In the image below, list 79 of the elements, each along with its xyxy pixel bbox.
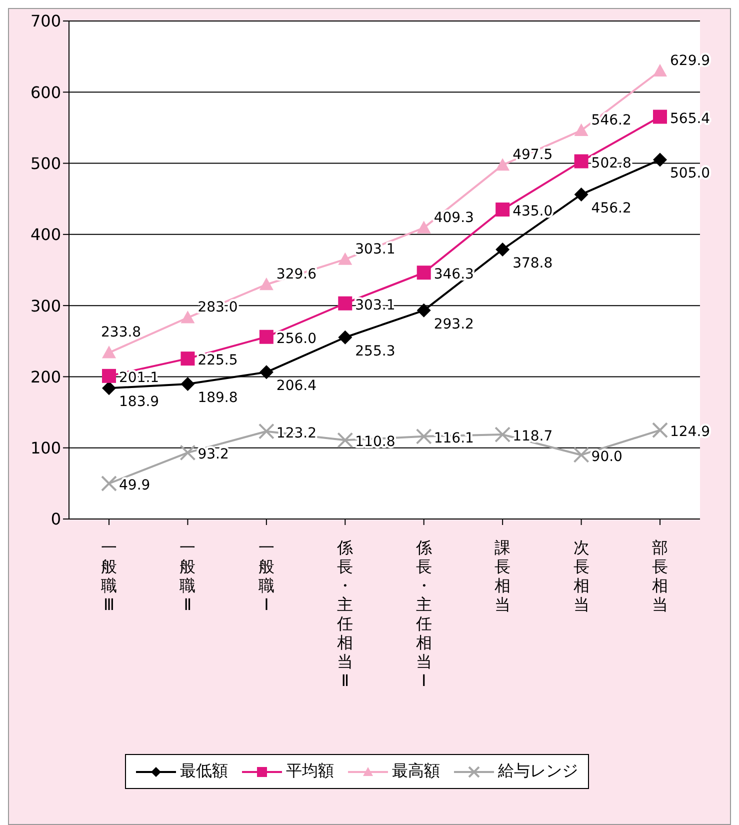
point <box>494 426 511 443</box>
point <box>416 220 431 234</box>
point <box>102 368 116 383</box>
point <box>180 444 196 461</box>
x-tick-label: 部長相当 <box>652 538 668 614</box>
point <box>653 64 667 76</box>
point <box>573 446 590 463</box>
data-label: 225.5 <box>198 352 238 369</box>
point <box>416 303 431 318</box>
y-tick-label: 100 <box>30 438 61 458</box>
point <box>574 154 588 168</box>
point <box>416 266 431 280</box>
point <box>259 365 274 380</box>
data-label: 255.3 <box>355 343 396 360</box>
y-tick-label: 300 <box>30 296 61 316</box>
x-tick-label: 一般職Ⅰ <box>258 538 274 614</box>
x-tick-label: 係長・主任相当Ⅱ <box>336 538 354 690</box>
data-label: 256.0 <box>276 330 317 347</box>
point <box>101 476 117 492</box>
point <box>574 187 588 202</box>
point <box>574 123 588 136</box>
point <box>102 381 116 396</box>
point <box>258 423 274 440</box>
point <box>337 432 354 448</box>
data-label: 497.5 <box>512 147 553 164</box>
point <box>496 158 510 171</box>
point <box>180 352 195 366</box>
legend-label: 給与レンジ <box>497 761 578 782</box>
data-label: 183.9 <box>119 394 160 410</box>
point <box>652 422 668 438</box>
data-label: 409.3 <box>434 210 474 226</box>
data-label: 123.2 <box>276 425 317 442</box>
point <box>416 428 432 444</box>
y-tick-label: 400 <box>30 225 61 244</box>
y-tick-label: 200 <box>30 367 61 386</box>
data-label: 124.9 <box>670 424 710 440</box>
point <box>653 152 667 167</box>
point <box>259 330 274 344</box>
data-label: 49.9 <box>119 478 150 494</box>
point <box>338 252 352 265</box>
point <box>496 202 510 217</box>
data-label: 206.4 <box>276 378 317 394</box>
data-label: 189.8 <box>198 390 238 406</box>
x-tick-label: 課長相当 <box>494 538 511 614</box>
data-label: 456.2 <box>591 200 632 216</box>
data-label: 233.8 <box>101 324 142 341</box>
data-label: 378.8 <box>512 256 553 272</box>
data-label: 546.2 <box>591 112 632 128</box>
data-label: 293.2 <box>434 316 474 332</box>
x-tick-label: 一般職Ⅱ <box>180 538 196 614</box>
y-tick-label: 500 <box>30 154 61 173</box>
data-label: 329.6 <box>276 266 317 283</box>
point <box>259 278 274 290</box>
point <box>338 330 352 344</box>
data-label: 565.4 <box>670 110 710 127</box>
point <box>653 110 667 124</box>
legend-label: 最低額 <box>179 761 228 782</box>
data-label: 90.0 <box>591 448 622 465</box>
data-label: 505.0 <box>670 166 710 182</box>
x-tick-label: 係長・主任相当Ⅰ <box>414 538 432 690</box>
point <box>496 242 510 257</box>
point <box>180 310 195 324</box>
y-tick-label: 0 <box>50 510 61 529</box>
data-label: 629.9 <box>670 52 710 69</box>
legend-label: 最高額 <box>391 761 440 782</box>
x-tick-label: 次長相当 <box>573 538 590 614</box>
data-label: 116.1 <box>434 430 474 446</box>
y-tick-label: 600 <box>30 82 61 102</box>
data-label: 110.8 <box>355 434 396 450</box>
data-label: 93.2 <box>198 446 229 463</box>
data-label: 435.0 <box>512 204 553 220</box>
point <box>102 346 116 358</box>
point <box>180 376 195 391</box>
point <box>338 296 352 310</box>
y-tick-label: 700 <box>30 12 61 31</box>
data-label: 118.7 <box>512 428 553 445</box>
annotation: 303.1 <box>355 241 396 258</box>
legend-label: 平均額 <box>285 761 334 782</box>
x-tick-label: 一般職Ⅲ <box>101 538 117 614</box>
